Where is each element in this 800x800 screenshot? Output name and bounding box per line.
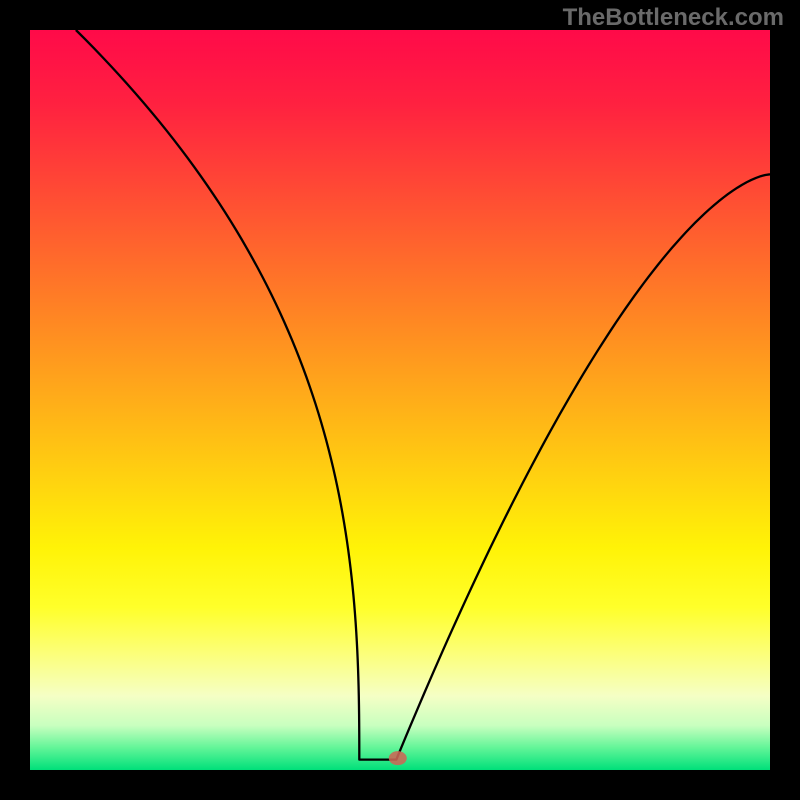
bottleneck-curve (76, 30, 770, 760)
chart-svg (0, 0, 800, 800)
chart-container: TheBottleneck.com (0, 0, 800, 800)
optimum-marker (389, 751, 407, 765)
watermark-text: TheBottleneck.com (563, 4, 784, 32)
